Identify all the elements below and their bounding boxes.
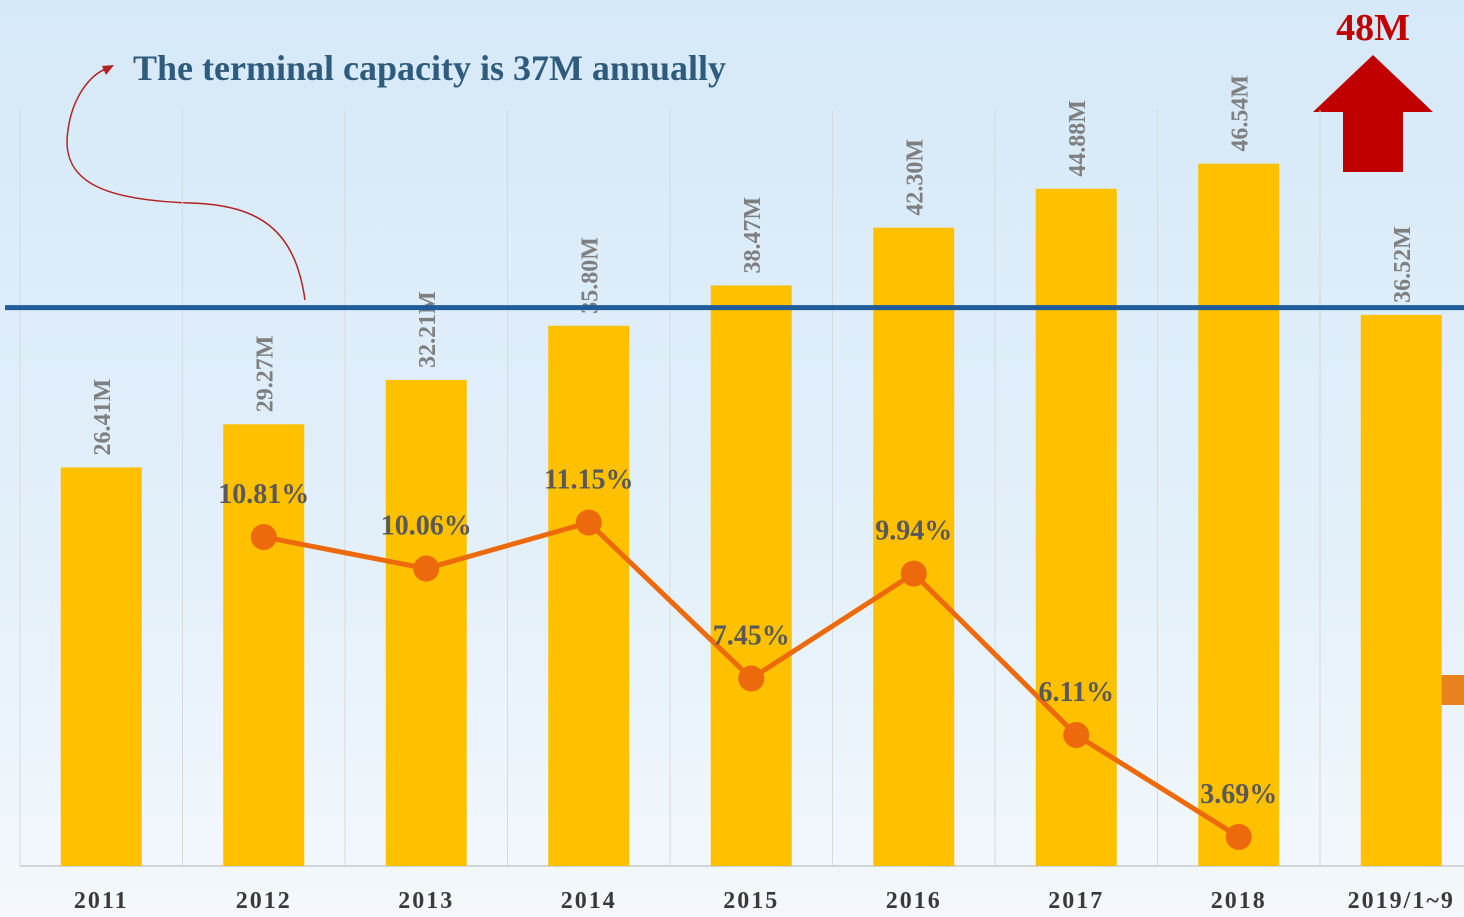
bar	[223, 424, 305, 866]
x-tick-label: 2018	[1211, 888, 1267, 914]
data-label: 11.15%	[544, 465, 633, 496]
data-label: 44.88M	[1065, 100, 1091, 177]
data-label: 10.81%	[218, 479, 309, 510]
point	[250, 523, 277, 550]
data-label: 42.30M	[903, 139, 929, 216]
bar	[60, 467, 142, 866]
up-arrow	[1313, 55, 1433, 172]
bar	[1360, 314, 1442, 866]
x-tick-label: 2013	[398, 888, 454, 914]
point	[1225, 823, 1252, 850]
data-label: 3.69%	[1200, 779, 1277, 810]
x-tick-label: 2016	[886, 888, 942, 914]
data-label: 10.06%	[381, 511, 472, 542]
x-tick-label: 2017	[1048, 888, 1104, 914]
data-label: 6.11%	[1039, 677, 1114, 708]
data-label: 7.45%	[713, 621, 790, 652]
data-label: 9.94%	[875, 516, 952, 547]
bar	[710, 285, 792, 866]
bar	[385, 379, 467, 866]
data-label: 35.80M	[578, 237, 604, 314]
data-label: 36.52M	[1390, 226, 1416, 303]
data-label: 32.21M	[415, 291, 441, 368]
bar	[1198, 163, 1280, 867]
x-tick-label: 2015	[723, 888, 779, 914]
annotation: 48M	[1336, 7, 1410, 49]
curved-arrow	[66, 67, 306, 301]
data-label: 29.27M	[253, 336, 279, 413]
bar	[548, 325, 630, 866]
point	[413, 555, 440, 582]
point	[575, 509, 602, 536]
data-label: 26.41M	[90, 379, 116, 456]
data-label: 38.47M	[740, 197, 766, 274]
x-tick-label: 2014	[561, 888, 617, 914]
data-label: 46.54M	[1228, 75, 1254, 152]
bar	[873, 227, 955, 866]
x-tick-label: 2012	[236, 888, 292, 914]
chart-title: The terminal capacity is 37M annually	[133, 48, 726, 88]
arrow-head	[102, 65, 114, 75]
point	[900, 560, 927, 587]
point	[1063, 721, 1090, 748]
point	[738, 665, 765, 692]
x-tick-label: 2011	[74, 888, 129, 914]
bar	[1035, 188, 1117, 867]
x-tick-label: 2019/1~9	[1348, 888, 1455, 914]
